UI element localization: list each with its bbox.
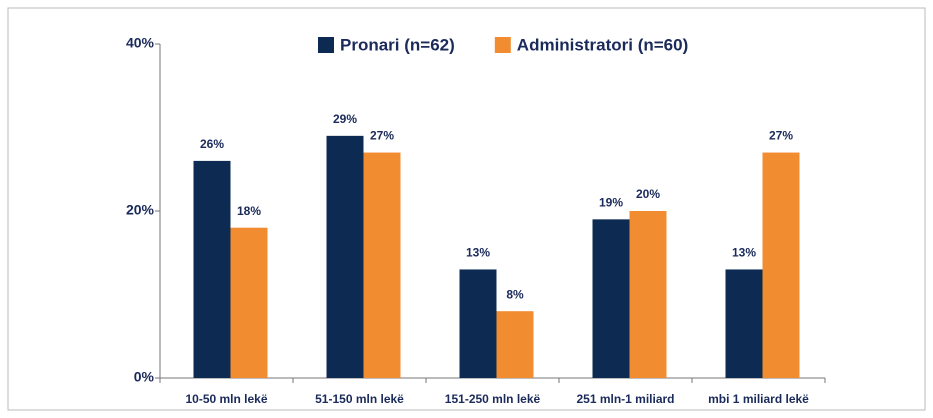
bar	[363, 152, 401, 378]
value-label: 26%	[200, 137, 224, 151]
bar	[230, 227, 268, 378]
value-label: 18%	[237, 204, 261, 218]
value-label: 19%	[599, 196, 623, 210]
value-label: 29%	[333, 112, 357, 126]
legend-label: Pronari (n=62)	[340, 35, 455, 54]
y-tick-label: 0%	[134, 369, 155, 385]
bar	[725, 269, 763, 378]
legend-swatch	[494, 37, 511, 53]
y-tick-label: 20%	[126, 202, 155, 218]
legend-swatch	[318, 37, 334, 53]
bar	[592, 219, 630, 378]
x-tick-label: 151-250 mln lekë	[445, 392, 541, 406]
value-label: 13%	[732, 246, 756, 260]
x-tick-label: 10-50 mln lekë	[185, 392, 267, 406]
x-tick-label: mbi 1 miliard lekë	[708, 392, 809, 406]
value-label: 27%	[370, 129, 394, 143]
bar	[326, 135, 364, 378]
value-label: 27%	[769, 129, 793, 143]
bar	[762, 152, 800, 378]
bar	[629, 211, 667, 378]
bar	[496, 311, 534, 378]
bar	[193, 160, 231, 378]
chart-border	[7, 7, 926, 411]
x-tick-label: 251 mln-1 miliard	[576, 392, 674, 406]
value-label: 20%	[636, 187, 660, 201]
value-label: 13%	[466, 246, 490, 260]
x-tick-label: 51-150 mln lekë	[315, 392, 404, 406]
bar	[459, 269, 497, 378]
y-tick-label: 40%	[126, 35, 155, 51]
legend-label: Administratori (n=60)	[517, 35, 688, 54]
value-label: 8%	[506, 287, 524, 301]
